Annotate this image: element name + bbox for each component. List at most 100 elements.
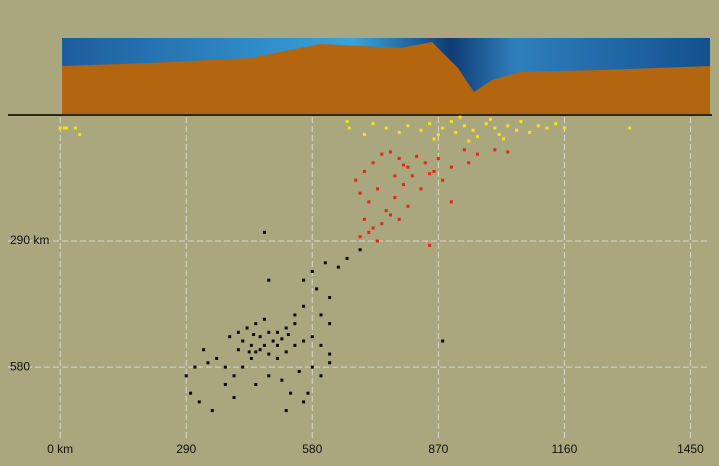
data-point — [267, 353, 270, 356]
data-point — [432, 137, 435, 140]
data-point — [346, 120, 349, 123]
data-point — [367, 200, 370, 203]
data-point — [398, 218, 401, 221]
data-point — [78, 133, 81, 136]
data-point — [319, 374, 322, 377]
chart: 0 km29058087011601450290 km580 — [0, 0, 719, 466]
data-point — [237, 348, 240, 351]
data-point — [293, 322, 296, 325]
data-point — [254, 383, 257, 386]
data-point — [393, 174, 396, 177]
y-tick-label: 580 — [10, 359, 30, 373]
data-point — [489, 118, 492, 121]
data-point — [424, 161, 427, 164]
data-point — [328, 361, 331, 364]
data-point — [298, 370, 301, 373]
data-point — [476, 135, 479, 138]
data-point — [385, 127, 388, 130]
data-point — [293, 313, 296, 316]
data-point — [306, 392, 309, 395]
data-point — [441, 127, 444, 130]
data-point — [506, 124, 509, 127]
data-point — [406, 166, 409, 169]
data-point — [372, 227, 375, 230]
data-point — [454, 131, 457, 134]
data-point — [498, 133, 501, 136]
data-point — [59, 127, 62, 130]
data-point — [328, 353, 331, 356]
data-point — [259, 335, 262, 338]
data-point — [241, 340, 244, 343]
data-point — [319, 344, 322, 347]
data-point — [376, 240, 379, 243]
data-point — [472, 129, 475, 132]
data-point — [419, 129, 422, 132]
data-point — [276, 344, 279, 347]
data-point — [419, 187, 422, 190]
data-point — [241, 366, 244, 369]
data-point — [237, 331, 240, 334]
data-point — [628, 127, 631, 130]
data-point — [528, 131, 531, 134]
data-point — [415, 155, 418, 158]
data-point — [515, 129, 518, 132]
data-point — [380, 222, 383, 225]
data-point — [319, 313, 322, 316]
data-point — [263, 231, 266, 234]
data-point — [250, 357, 253, 360]
data-point — [215, 357, 218, 360]
data-point — [354, 179, 357, 182]
data-point — [485, 122, 488, 125]
data-point — [263, 318, 266, 321]
data-point — [285, 350, 288, 353]
data-point — [428, 172, 431, 175]
data-point — [276, 331, 279, 334]
data-point — [328, 322, 331, 325]
data-point — [450, 200, 453, 203]
data-point — [202, 348, 205, 351]
data-point — [441, 179, 444, 182]
x-tick-label: 1160 — [551, 442, 577, 456]
data-point — [406, 124, 409, 127]
data-point — [248, 350, 251, 353]
data-point — [285, 409, 288, 412]
data-point — [311, 270, 314, 273]
data-point — [272, 340, 275, 343]
data-point — [359, 235, 362, 238]
x-tick-label: 1450 — [677, 442, 704, 456]
data-point — [372, 122, 375, 125]
data-point — [459, 116, 462, 119]
data-point — [302, 340, 305, 343]
data-point — [224, 383, 227, 386]
data-point — [252, 333, 255, 336]
data-point — [346, 257, 349, 260]
data-point — [193, 366, 196, 369]
data-point — [224, 366, 227, 369]
data-point — [402, 183, 405, 186]
data-point — [467, 161, 470, 164]
data-point — [363, 170, 366, 173]
data-point — [393, 196, 396, 199]
data-point — [267, 331, 270, 334]
data-point — [74, 127, 77, 130]
data-point — [233, 374, 236, 377]
data-point — [280, 337, 283, 340]
data-point — [302, 305, 305, 308]
data-point — [250, 344, 253, 347]
data-point — [337, 266, 340, 269]
data-point — [450, 120, 453, 123]
data-point — [315, 287, 318, 290]
data-point — [348, 127, 351, 130]
data-point — [228, 335, 231, 338]
data-point — [311, 366, 314, 369]
data-point — [476, 153, 479, 156]
data-point — [263, 344, 266, 347]
data-point — [385, 209, 388, 212]
data-point — [280, 379, 283, 382]
data-point — [537, 124, 540, 127]
data-point — [359, 248, 362, 251]
data-point — [289, 392, 292, 395]
data-point — [311, 335, 314, 338]
data-point — [363, 133, 366, 136]
data-point — [185, 374, 188, 377]
